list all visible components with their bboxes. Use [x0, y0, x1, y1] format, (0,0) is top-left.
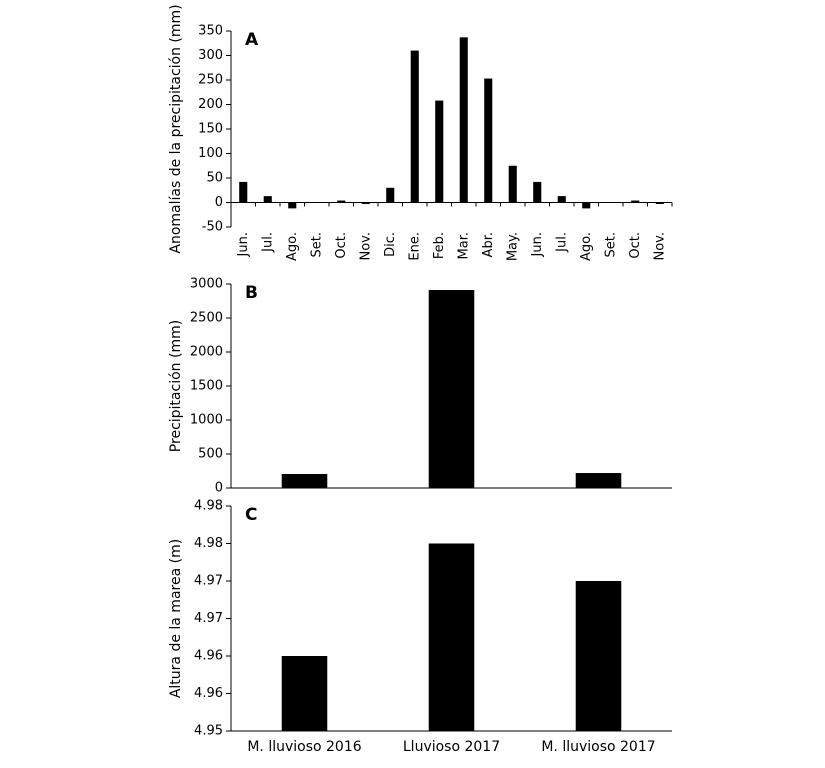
- bar: [288, 202, 297, 209]
- y-tick-label: 4.98: [194, 499, 223, 514]
- x-tick-label: Jul.: [554, 232, 569, 253]
- bar: [281, 473, 328, 488]
- bar: [428, 543, 475, 731]
- y-tick-label: 4.96: [194, 649, 223, 664]
- y-tick-label: 4.95: [194, 724, 223, 739]
- x-tick-label: Abr.: [481, 232, 496, 257]
- x-tick-label: Dic.: [383, 232, 398, 257]
- y-tick-label: -50: [202, 220, 223, 235]
- bar: [459, 37, 468, 203]
- x-tick-label: Jun.: [236, 232, 251, 257]
- bar: [533, 181, 542, 203]
- bar: [435, 100, 444, 203]
- bar: [386, 187, 395, 203]
- y-tick-label: 2000: [190, 345, 223, 360]
- y-tick-label: 4.97: [194, 611, 223, 626]
- bar: [361, 202, 370, 204]
- x-tick-label: Jul.: [260, 232, 275, 253]
- x-tick-label: Lluvioso 2017: [403, 739, 500, 755]
- bar: [582, 202, 591, 209]
- bar: [428, 289, 475, 488]
- y-tick-label: 1500: [190, 379, 223, 394]
- y-tick-label: 4.96: [194, 686, 223, 701]
- y-tick-label: 4.97: [194, 574, 223, 589]
- y-axis-title: Altura de la marea (m): [168, 539, 184, 698]
- x-tick-label: M. lluvioso 2016: [247, 739, 361, 755]
- bar: [557, 196, 566, 203]
- bar: [337, 200, 346, 203]
- y-tick-label: 200: [198, 97, 223, 112]
- bar: [281, 656, 328, 731]
- y-tick-label: 500: [198, 447, 223, 462]
- bar: [263, 196, 272, 203]
- x-tick-label: Oct.: [628, 232, 643, 259]
- x-tick-label: M. lluvioso 2017: [541, 739, 655, 755]
- x-tick-label: Mar.: [456, 232, 471, 259]
- y-tick-label: 150: [198, 122, 223, 137]
- y-tick-label: 350: [198, 24, 223, 39]
- y-axis-title: Precipitación (mm): [168, 320, 184, 452]
- bar: [631, 200, 640, 203]
- panel-label: C: [245, 505, 257, 525]
- y-tick-label: 0: [215, 481, 223, 496]
- x-tick-label: Feb.: [432, 232, 447, 259]
- panel-label: B: [245, 283, 258, 303]
- bar: [484, 78, 493, 203]
- y-tick-label: 250: [198, 73, 223, 88]
- bar: [239, 181, 248, 203]
- bar: [575, 473, 622, 488]
- bar: [508, 165, 517, 203]
- panel-label: A: [245, 30, 259, 50]
- y-tick-label: 100: [198, 146, 223, 161]
- bar: [655, 202, 664, 204]
- bar: [410, 50, 419, 203]
- x-tick-label: Oct.: [334, 232, 349, 259]
- x-tick-label: Ago.: [579, 232, 594, 261]
- y-axis-title: Anomalías de la precipitación (mm): [168, 4, 184, 253]
- x-tick-label: Set.: [309, 232, 324, 257]
- x-tick-label: Nov.: [358, 232, 373, 261]
- x-tick-label: Ene.: [407, 232, 422, 261]
- y-tick-label: 0: [215, 195, 223, 210]
- x-tick-label: Nov.: [652, 232, 667, 261]
- y-tick-label: 50: [206, 171, 223, 186]
- y-tick-label: 300: [198, 48, 223, 63]
- x-tick-label: Ago.: [285, 232, 300, 261]
- y-tick-label: 4.98: [194, 536, 223, 551]
- x-tick-label: May.: [505, 232, 520, 261]
- y-tick-label: 2500: [190, 311, 223, 326]
- bar: [575, 581, 622, 731]
- y-tick-label: 1000: [190, 413, 223, 428]
- x-tick-label: Jun.: [530, 232, 545, 257]
- x-tick-label: Set.: [603, 232, 618, 257]
- y-tick-label: 3000: [190, 277, 223, 292]
